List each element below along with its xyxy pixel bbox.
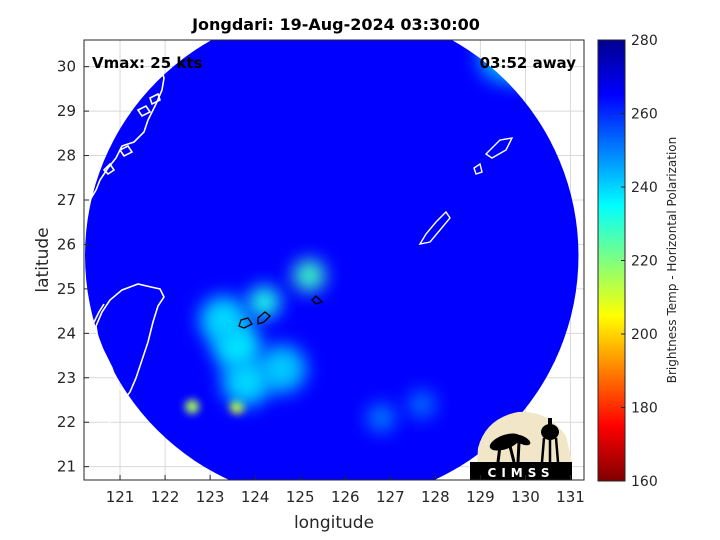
satellite-swath-disk xyxy=(85,40,579,480)
axes-frame xyxy=(83,39,585,481)
feature-band xyxy=(222,358,271,407)
y-tick-label: 21 xyxy=(57,458,76,476)
x-axis-ticks: 121 122 123 124 125 126 127 128 129 130 131 xyxy=(106,475,585,506)
feature-band xyxy=(367,403,396,432)
x-tick-label: 126 xyxy=(331,488,360,506)
y-tick-label: 27 xyxy=(57,191,76,209)
coastal-islands xyxy=(102,54,161,176)
feature-band xyxy=(199,296,248,344)
feature-band xyxy=(258,344,307,393)
x-tick-label: 128 xyxy=(421,488,450,506)
y-tick-label: 29 xyxy=(57,102,76,120)
taiwan-coastline xyxy=(95,283,165,399)
coastlines xyxy=(84,40,165,431)
x-tick-label: 121 xyxy=(106,488,135,506)
y-tick-label: 24 xyxy=(57,324,76,342)
plot-area: Vmax: 25 kts 03:52 away CIMSS xyxy=(84,40,584,480)
y-tick-label: 28 xyxy=(57,147,76,165)
y-tick-label: 25 xyxy=(57,280,76,298)
y-tick-label: 23 xyxy=(57,369,76,387)
ryukyu-islands xyxy=(418,40,578,245)
vmax-label: Vmax: 25 kts xyxy=(92,54,202,72)
colorbar-tick-label: 200 xyxy=(631,327,658,343)
chart-title: Jongdari: 19-Aug-2024 03:30:00 xyxy=(191,15,480,34)
feature-band xyxy=(407,390,436,419)
feature-convective-cell xyxy=(185,399,200,414)
y-axis-ticks: 21 22 23 24 25 26 27 28 29 30 xyxy=(57,58,89,476)
x-tick-label: 129 xyxy=(466,488,495,506)
feature-band xyxy=(293,259,326,292)
time-away-label: 03:52 away xyxy=(480,54,577,72)
cimss-logo-text: CIMSS xyxy=(488,466,555,480)
x-axis-label: longitude xyxy=(294,513,374,533)
x-tick-label: 125 xyxy=(286,488,315,506)
mainland-white-outline xyxy=(84,381,115,431)
colorbar-tick-label: 280 xyxy=(631,33,658,49)
x-tick-label: 127 xyxy=(376,488,405,506)
colorbar-tick-label: 260 xyxy=(631,107,658,123)
island-outlines-black xyxy=(238,295,324,329)
colorbar-tick-label: 240 xyxy=(631,180,658,196)
colorbar-tick-label: 160 xyxy=(631,474,658,490)
colorbar-label: Brightness Temp - Horizontal Polarizatio… xyxy=(665,137,679,384)
y-tick-label: 30 xyxy=(57,58,76,76)
y-tick-label: 26 xyxy=(57,235,76,253)
china-coastline xyxy=(84,40,165,336)
x-tick-label: 123 xyxy=(196,488,225,506)
x-tick-label: 130 xyxy=(511,488,540,506)
colorbar-ticks: 160 180 200 220 240 260 280 xyxy=(621,33,658,490)
x-tick-label: 122 xyxy=(151,488,180,506)
x-tick-label: 124 xyxy=(241,488,270,506)
colorbar-tick-label: 180 xyxy=(631,401,658,417)
y-tick-label: 22 xyxy=(57,413,76,431)
x-tick-label: 131 xyxy=(556,488,585,506)
feature-band xyxy=(248,286,281,319)
cimss-logo: CIMSS xyxy=(470,411,572,480)
y-axis-label: latitude xyxy=(33,227,53,292)
colorbar xyxy=(597,39,626,482)
colorbar-tick-label: 220 xyxy=(631,254,658,270)
